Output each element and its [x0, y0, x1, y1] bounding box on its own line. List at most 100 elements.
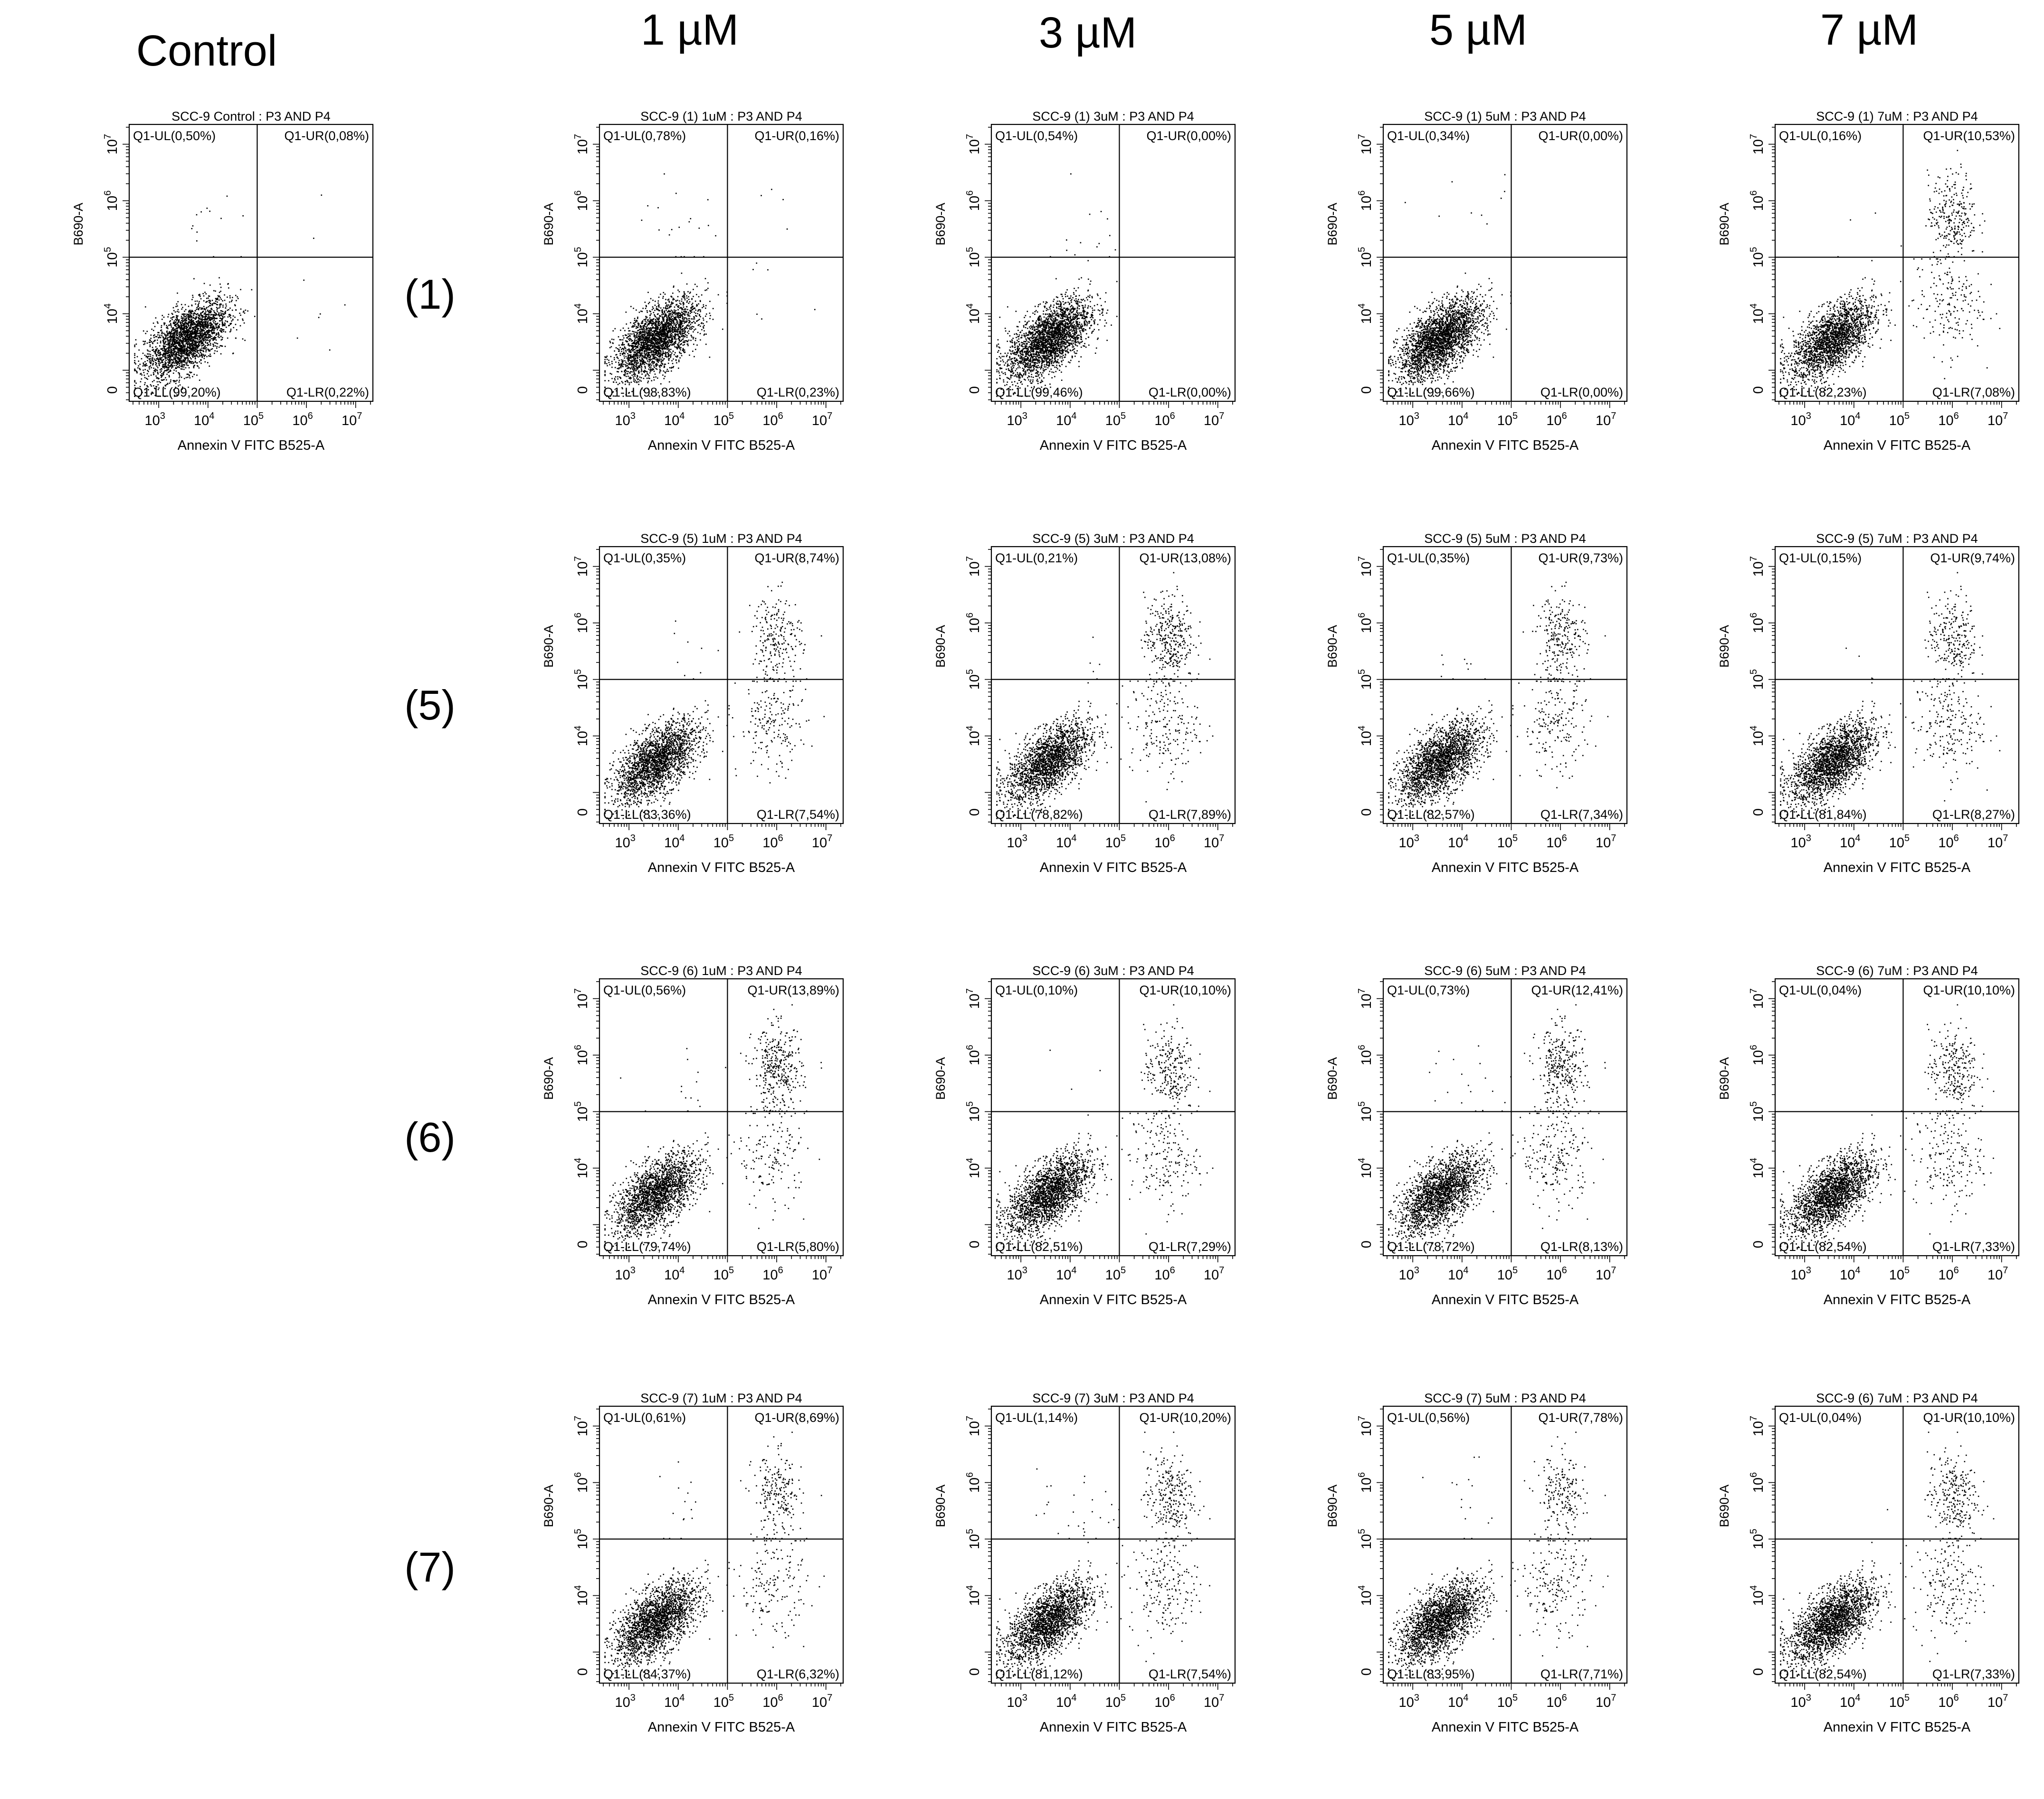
y-axis-label: B690-A	[1717, 1057, 1731, 1100]
x-tick-label: 107	[1596, 1693, 1616, 1710]
y-tick-label: 107	[1749, 988, 1766, 1009]
x-tick-label: 104	[1056, 1265, 1076, 1283]
y-tick-label: 105	[1357, 247, 1374, 267]
x-tick-label: 104	[194, 411, 214, 428]
x-tick-label: 106	[1546, 1693, 1567, 1710]
quadrant-label-lr: Q1-LR(7,33%)	[1932, 1240, 2015, 1254]
scatter-points	[134, 194, 346, 397]
y-tick-label: 106	[1749, 1045, 1766, 1065]
scatter-points	[996, 1004, 1214, 1251]
x-tick-label: 103	[1007, 1265, 1027, 1283]
x-tick-label: 103	[1790, 411, 1811, 428]
y-tick-label: 107	[573, 556, 590, 577]
x-tick-label: 103	[1398, 1265, 1419, 1283]
y-tick-label: 104	[965, 726, 982, 746]
y-tick-label: 104	[1357, 726, 1374, 746]
x-tick-label: 107	[1204, 833, 1224, 851]
y-tick-label: 106	[1357, 1045, 1374, 1065]
y-tick-label: 107	[573, 134, 590, 154]
y-axis-label: B690-A	[1717, 625, 1731, 668]
y-tick-label: 105	[1357, 1101, 1374, 1122]
quadrant-label-lr: Q1-LR(8,13%)	[1540, 1240, 1623, 1254]
y-tick-label: 0	[105, 386, 120, 394]
scatter-points	[1388, 1004, 1606, 1251]
quadrant-label-ur: Q1-UR(13,08%)	[1139, 551, 1231, 565]
x-tick-label: 107	[1204, 411, 1224, 428]
quadrant-label-ul: Q1-UL(0,78%)	[603, 129, 686, 143]
flow-plot-panel: SCC-9 (5) 3uM : P3 AND P4 103 104 105 106 107…	[933, 531, 1236, 875]
quadrant-label-ul: Q1-UL(0,73%)	[1387, 983, 1470, 997]
quadrant-label-ur: Q1-UR(10,10%)	[1923, 1411, 2015, 1425]
y-tick-label: 106	[573, 613, 590, 633]
quadrant-label-ll: Q1-LL(98,83%)	[603, 385, 691, 399]
quadrant-label-ur: Q1-UR(10,53%)	[1923, 129, 2015, 143]
y-tick-label: 104	[965, 303, 982, 324]
quadrant-label-ur: Q1-UR(0,08%)	[284, 129, 369, 143]
y-axis-label: B690-A	[933, 203, 948, 246]
x-axis-label: Annexin V FITC B525-A	[1040, 438, 1187, 453]
quadrant-label-ul: Q1-UL(0,34%)	[1387, 129, 1470, 143]
y-tick-label: 0	[575, 386, 590, 394]
quadrant-label-ul: Q1-UL(0,16%)	[1779, 129, 1862, 143]
x-tick-label: 106	[1546, 1265, 1567, 1283]
quadrant-label-lr: Q1-LR(7,54%)	[1149, 1667, 1231, 1681]
y-tick-label: 104	[965, 1158, 982, 1178]
x-tick-label: 103	[144, 411, 165, 428]
column-header-1uM: 1 µM	[500, 4, 880, 56]
x-tick-label: 103	[1007, 1693, 1027, 1710]
y-tick-label: 0	[967, 808, 982, 816]
x-tick-label: 107	[812, 833, 832, 851]
flow-plot-panel: SCC-9 (6) 3uM : P3 AND P4 103 104 105 106 107…	[933, 964, 1236, 1307]
column-header-3uM: 3 µM	[898, 7, 1278, 59]
quadrant-label-ur: Q1-UR(12,41%)	[1531, 983, 1623, 997]
flow-plot-panel: SCC-9 (6) 7uM : P3 AND P4 103 104 105 106 107…	[1717, 964, 2020, 1307]
panel-title: SCC-9 (1) 5uM : P3 AND P4	[1424, 109, 1586, 123]
quadrant-label-lr: Q1-LR(0,23%)	[757, 385, 839, 399]
quadrant-label-ur: Q1-UR(10,10%)	[1923, 983, 2015, 997]
x-axis-label: Annexin V FITC B525-A	[648, 860, 795, 875]
quadrant-label-ur: Q1-UR(7,78%)	[1538, 1411, 1623, 1425]
quadrant-label-ll: Q1-LL(82,54%)	[1779, 1240, 1867, 1254]
y-axis-label: B690-A	[933, 1057, 948, 1100]
y-tick-label: 105	[103, 247, 120, 267]
scatter-points	[1388, 1431, 1609, 1679]
quadrant-label-lr: Q1-LR(8,27%)	[1932, 807, 2015, 822]
x-tick-label: 105	[1105, 411, 1126, 428]
quadrant-label-ur: Q1-UR(10,20%)	[1139, 1411, 1231, 1425]
quadrant-label-ul: Q1-UL(1,14%)	[995, 1411, 1078, 1425]
panel-title: SCC-9 (6) 7uM : P3 AND P4	[1816, 964, 1978, 978]
row-label-7: (7)	[394, 1541, 466, 1593]
x-axis-label: Annexin V FITC B525-A	[1824, 1292, 1971, 1307]
quadrant-label-ur: Q1-UR(0,16%)	[754, 129, 839, 143]
x-tick-label: 107	[1987, 411, 2008, 428]
y-tick-label: 104	[1749, 1158, 1766, 1178]
y-tick-label: 105	[965, 247, 982, 267]
y-tick-label: 104	[1749, 303, 1766, 324]
x-tick-label: 105	[1105, 1693, 1126, 1710]
panel-title: SCC-9 (1) 3uM : P3 AND P4	[1032, 109, 1194, 123]
x-tick-label: 105	[1889, 1265, 1910, 1283]
y-tick-label: 106	[1357, 613, 1374, 633]
x-tick-label: 103	[1007, 411, 1027, 428]
x-tick-label: 106	[1154, 1265, 1175, 1283]
quadrant-label-ul: Q1-UL(0,10%)	[995, 983, 1078, 997]
y-tick-label: 0	[575, 1240, 590, 1248]
y-tick-label: 105	[573, 669, 590, 690]
y-tick-label: 0	[967, 386, 982, 394]
panel-title: SCC-9 (5) 1uM : P3 AND P4	[640, 531, 802, 546]
x-tick-label: 106	[1938, 833, 1958, 851]
flow-plot-panel: SCC-9 (6) 7uM : P3 AND P4 103 104 105 106 107…	[1717, 1391, 2020, 1735]
y-tick-label: 106	[965, 1045, 982, 1065]
y-tick-label: 0	[1359, 1668, 1374, 1676]
quadrant-label-ul: Q1-UL(0,54%)	[995, 129, 1078, 143]
x-axis-label: Annexin V FITC B525-A	[178, 438, 325, 453]
flow-plot-panel: SCC-9 (5) 1uM : P3 AND P4 103 104 105 106 107…	[542, 531, 844, 875]
y-tick-label: 106	[103, 190, 120, 211]
y-tick-label: 104	[965, 1585, 982, 1606]
quadrant-label-lr: Q1-LR(7,34%)	[1540, 807, 1623, 822]
row-label-1: (1)	[394, 268, 466, 321]
quadrant-label-ll: Q1-LL(81,84%)	[1779, 807, 1867, 822]
quadrant-label-ll: Q1-LL(82,23%)	[1779, 385, 1867, 399]
y-tick-label: 106	[1749, 190, 1766, 211]
y-tick-label: 106	[965, 613, 982, 633]
